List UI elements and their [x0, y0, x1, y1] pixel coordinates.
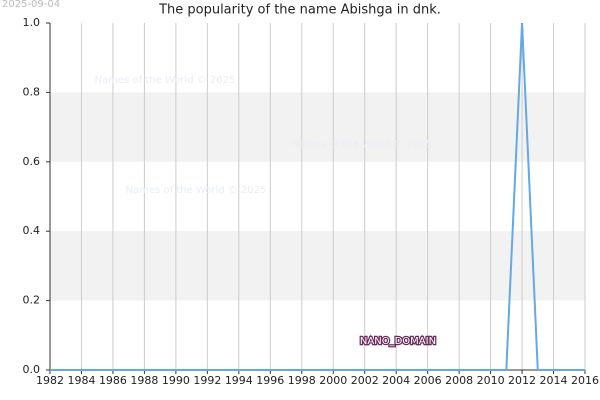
y-tick-label: 0.2 [23, 294, 41, 307]
x-tick-label: 1992 [193, 374, 221, 387]
y-tick-label: 0.6 [23, 155, 41, 168]
x-tick-label: 2002 [351, 374, 379, 387]
chart-title: The popularity of the name Abishga in dn… [158, 3, 441, 18]
grid-band [50, 92, 585, 162]
y-tick-label: 0.8 [23, 85, 41, 98]
x-tick-label: 2004 [382, 374, 410, 387]
x-tick-label: 1982 [36, 374, 64, 387]
x-tick-label: 2000 [319, 374, 347, 387]
y-tick-label: 0.0 [23, 363, 41, 376]
domain-label: NANO_DOMAIN [360, 336, 436, 347]
line [50, 22, 585, 371]
grid-band [50, 231, 585, 301]
x-tick-label: 2006 [414, 374, 442, 387]
x-tick-label: 1984 [67, 374, 95, 387]
y-tick-label: 1.0 [23, 16, 41, 29]
x-tick-label: 1996 [256, 374, 284, 387]
x-tick-label: 2016 [571, 374, 599, 387]
x-tick-label: 1990 [162, 374, 190, 387]
x-tick-label: 1986 [99, 374, 127, 387]
x-tick-label: 2014 [540, 374, 568, 387]
x-tick-label: 1998 [288, 374, 316, 387]
watermark: Names of the World © 2025 [126, 185, 267, 196]
x-tick-label: 2008 [445, 374, 473, 387]
y-tick-label: 0.4 [23, 224, 41, 237]
x-tick-label: 1994 [225, 374, 253, 387]
watermark: Names of the World © 2025 [292, 139, 433, 150]
x-tick-label: 2010 [477, 374, 505, 387]
x-tick-label: 1988 [130, 374, 158, 387]
x-tick-label: 2012 [508, 374, 536, 387]
date-stamp: 2025-09-04 [2, 0, 60, 10]
watermark: Names of the World © 2025 [95, 75, 236, 86]
